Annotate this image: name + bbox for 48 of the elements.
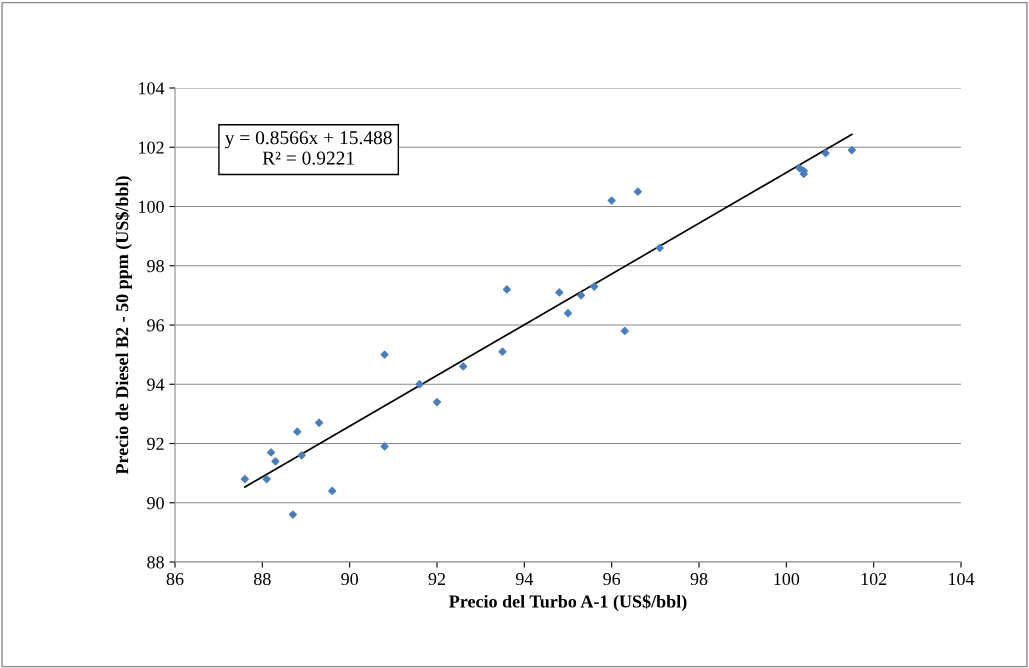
point bbox=[380, 350, 389, 359]
point bbox=[502, 285, 511, 294]
point bbox=[315, 418, 324, 427]
x-tick-label: 94 bbox=[515, 572, 534, 586]
point bbox=[590, 282, 599, 291]
point bbox=[262, 474, 271, 484]
point bbox=[266, 448, 276, 457]
y-tick-label: 98 bbox=[147, 260, 164, 273]
y-tick-label: 104 bbox=[139, 82, 165, 95]
point bbox=[293, 427, 302, 436]
x-tick-label: 100 bbox=[774, 572, 800, 586]
point bbox=[633, 187, 642, 196]
point bbox=[620, 326, 629, 336]
annotation: y = 0.8566x + 15.488 R² = 0.9221 bbox=[224, 131, 392, 165]
point bbox=[847, 146, 856, 155]
point bbox=[288, 510, 297, 519]
x-tick-label: 102 bbox=[861, 572, 887, 586]
x-tick-label: 96 bbox=[603, 572, 621, 586]
point bbox=[563, 309, 573, 318]
y-tick-label: 102 bbox=[139, 141, 164, 154]
point bbox=[328, 486, 337, 495]
point bbox=[297, 451, 306, 460]
x-tick-label: 86 bbox=[166, 572, 184, 586]
point bbox=[432, 397, 442, 407]
y-axis-title: Precio de Diesel B2 - 50 ppm (US$/bbl) bbox=[115, 176, 132, 475]
x-tick-label: 92 bbox=[428, 572, 446, 586]
point bbox=[380, 442, 389, 451]
point bbox=[555, 288, 564, 297]
x-tick-label: 90 bbox=[341, 572, 359, 586]
point bbox=[577, 291, 586, 300]
point bbox=[607, 196, 616, 205]
y-tick-label: 100 bbox=[139, 200, 164, 213]
point bbox=[271, 457, 280, 466]
y-tick-label: 94 bbox=[147, 378, 165, 391]
point bbox=[821, 149, 830, 158]
y-tick-label: 90 bbox=[147, 497, 164, 510]
y-tick-label: 96 bbox=[147, 319, 165, 332]
point bbox=[655, 243, 664, 253]
y-tick-label: 92 bbox=[147, 437, 164, 450]
point bbox=[240, 474, 249, 484]
y-tick-label: 88 bbox=[147, 556, 164, 569]
x-axis-title: Precio del Turbo A-1 (US$/bbl) bbox=[449, 594, 687, 612]
x-tick-label: 104 bbox=[949, 572, 975, 586]
x-tick-label: 98 bbox=[690, 572, 708, 586]
x-tick-label: 88 bbox=[253, 572, 271, 586]
point bbox=[498, 347, 507, 356]
point bbox=[415, 380, 424, 389]
point bbox=[459, 362, 468, 371]
